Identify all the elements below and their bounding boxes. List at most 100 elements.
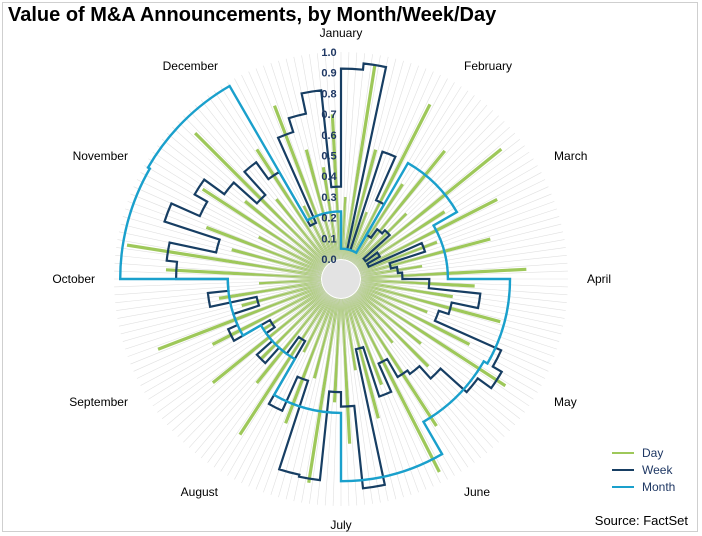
day-bar: [307, 298, 340, 484]
grid-spoke: [354, 115, 499, 265]
grid-spoke: [354, 293, 499, 443]
grid-spoke: [347, 65, 419, 261]
day-bar: [257, 235, 324, 272]
grid-spoke: [177, 121, 327, 266]
day-bar: [352, 149, 447, 265]
grid-spoke: [114, 262, 322, 278]
grid-spoke: [278, 60, 336, 260]
grid-spoke: [360, 282, 565, 319]
grid-spoke: [177, 292, 327, 437]
day-bar: [358, 286, 471, 346]
grid-spoke: [345, 58, 397, 260]
grid-spoke: [114, 280, 322, 296]
grid-spoke: [358, 172, 542, 270]
grid-spoke: [360, 284, 560, 342]
month-label: January: [320, 26, 363, 40]
legend-item-week: Week: [612, 461, 675, 478]
grid-spoke: [207, 295, 330, 463]
grid-spoke: [324, 298, 340, 506]
grid-spoke: [201, 294, 329, 459]
grid-spoke: [285, 58, 337, 260]
month-series: [118, 84, 512, 483]
grid-spoke: [351, 295, 469, 468]
day-bar: [350, 294, 438, 427]
grid-spoke: [342, 298, 358, 506]
grid-spoke: [358, 287, 546, 379]
day-bar: [231, 248, 323, 276]
grid-spoke: [120, 223, 322, 275]
grid-spoke: [353, 104, 488, 264]
grid-spoke: [148, 158, 325, 269]
legend-label-day: Day: [642, 445, 664, 460]
legend-swatch-week: [612, 468, 634, 471]
grid-spoke: [122, 284, 322, 342]
month-label: October: [52, 272, 95, 286]
grid-spoke: [120, 283, 322, 335]
day-bar: [350, 183, 404, 264]
grid-spoke: [125, 284, 323, 350]
day-bar: [241, 282, 323, 308]
grid-spoke: [357, 145, 525, 268]
grid-spoke: [359, 285, 555, 357]
grid-spoke: [270, 63, 336, 261]
grid-spoke: [342, 52, 358, 260]
grid-spoke: [293, 298, 338, 502]
legend-label-week: Week: [642, 462, 673, 477]
grid-spoke: [360, 281, 566, 311]
day-bar: [346, 211, 369, 261]
day-bar: [259, 292, 328, 361]
grid-spoke: [117, 239, 322, 276]
day-bar: [157, 284, 323, 351]
grid-spoke: [360, 223, 562, 275]
day-bar: [354, 292, 430, 368]
grid-spoke: [349, 74, 441, 262]
grid-spoke: [350, 78, 448, 262]
radial-tick-label: 0.8: [321, 88, 336, 100]
grid-spoke: [341, 298, 350, 506]
legend-item-day: Day: [612, 444, 675, 461]
grid-spoke: [355, 292, 505, 437]
grid-spoke: [341, 52, 350, 260]
grid-spoke: [309, 54, 339, 260]
grid-spoke: [355, 121, 505, 266]
grid-spoke: [166, 132, 326, 267]
grid-spoke: [351, 90, 469, 263]
grid-spoke: [352, 295, 475, 463]
source-note: Source: FactSet: [594, 513, 688, 528]
radial-tick-label: 0.4: [321, 171, 337, 183]
radial-tick-label: 0.1: [321, 233, 336, 245]
grid-spoke: [343, 54, 373, 260]
month-label: February: [464, 59, 512, 73]
grid-spoke: [152, 151, 325, 269]
radial-tick-label: 0.2: [321, 213, 336, 225]
grid-spoke: [241, 296, 333, 484]
day-bar: [352, 293, 394, 344]
day-bar: [304, 149, 338, 261]
day-bar: [238, 294, 332, 436]
day-bar: [272, 105, 336, 261]
month-label: November: [73, 149, 128, 163]
day-bar: [255, 148, 332, 264]
day-bar: [201, 187, 326, 270]
day-bar: [312, 297, 338, 379]
grid-spoke: [345, 298, 397, 500]
legend-swatch-month: [612, 485, 634, 488]
legend: Day Week Month: [612, 444, 675, 495]
day-bar: [342, 298, 358, 371]
day-bar: [302, 296, 334, 353]
grid-spoke: [114, 270, 322, 279]
month-label: July: [330, 518, 351, 532]
grid-spoke: [360, 279, 568, 288]
grid-spoke: [356, 291, 521, 419]
month-series-line: [118, 84, 512, 483]
day-bar: [344, 297, 380, 419]
grid-spoke: [130, 286, 323, 365]
month-label: December: [163, 59, 218, 73]
day-bar: [360, 267, 527, 280]
grid-spoke: [356, 132, 516, 267]
day-bar: [302, 205, 334, 262]
grid-spoke: [358, 179, 546, 271]
grid-spoke: [161, 139, 326, 267]
legend-label-month: Month: [642, 479, 676, 494]
grid-spoke: [263, 65, 335, 261]
